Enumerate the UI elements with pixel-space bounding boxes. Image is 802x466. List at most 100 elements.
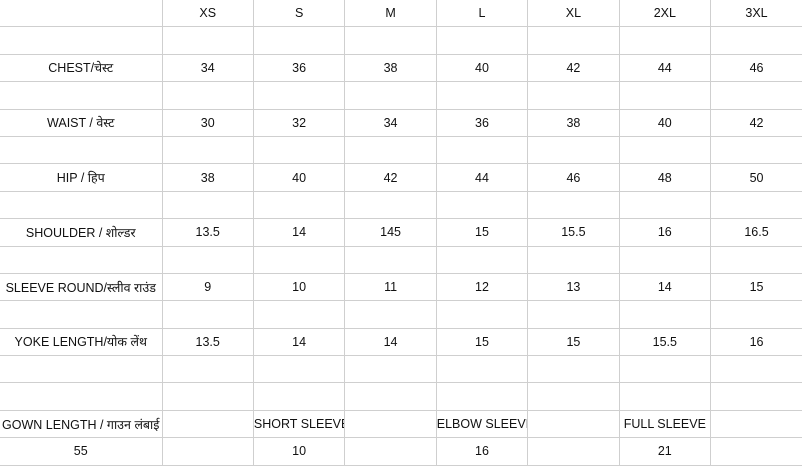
spacer-row xyxy=(0,26,802,55)
table-cell: 34 xyxy=(344,108,437,137)
table-cell: 9 xyxy=(161,272,254,302)
table-cell: ELBOW SLEEVE xyxy=(435,409,529,439)
table-cell xyxy=(161,81,254,110)
table-cell xyxy=(161,26,254,55)
table-cell: 10 xyxy=(252,272,346,302)
table-cell xyxy=(161,300,254,329)
table-cell: 42 xyxy=(710,108,802,137)
table-cell xyxy=(527,300,620,329)
table-cell xyxy=(618,81,712,110)
table-cell xyxy=(252,26,346,55)
table-cell xyxy=(618,135,712,165)
table-row: HIP / हिप 38 40 42 44 46 48 50 xyxy=(0,163,802,192)
table-cell: SHOULDER / शोल्डर xyxy=(0,218,163,247)
table-cell xyxy=(710,135,802,165)
table-cell: 145 xyxy=(344,218,437,247)
table-cell xyxy=(0,382,163,411)
table-cell xyxy=(161,382,254,411)
table-row: SLEEVE ROUND/स्लीव राउंड 9 10 11 12 13 14 15 xyxy=(0,272,802,302)
table-cell: 10 xyxy=(252,437,346,466)
table-cell xyxy=(252,135,346,165)
table-cell: 14 xyxy=(252,218,346,247)
table-cell: 15.5 xyxy=(527,218,620,247)
table-cell: 14 xyxy=(252,327,346,357)
spacer-row xyxy=(0,245,802,274)
table-cell xyxy=(710,437,802,466)
table-cell xyxy=(0,355,163,384)
table-cell xyxy=(161,135,254,165)
table-cell xyxy=(252,81,346,110)
table-cell: 40 xyxy=(252,163,346,192)
table-cell xyxy=(710,190,802,220)
table-cell xyxy=(344,355,437,384)
table-cell: 30 xyxy=(161,108,254,137)
table-cell: WAIST / वेस्ट xyxy=(0,108,163,137)
table-cell xyxy=(0,135,163,165)
table-cell xyxy=(252,382,346,411)
table-cell xyxy=(344,135,437,165)
table-cell xyxy=(435,300,529,329)
spacer-row xyxy=(0,300,802,329)
table-cell: YOKE LENGTH/योक लेंथ xyxy=(0,327,163,357)
table-cell xyxy=(710,409,802,439)
table-cell: 40 xyxy=(618,108,712,137)
table-cell xyxy=(435,26,529,55)
table-cell xyxy=(435,245,529,274)
table-row: SHOULDER / शोल्डर 13.5 14 145 15 15.5 16 16.5 xyxy=(0,218,802,247)
table-cell xyxy=(618,245,712,274)
table-cell: 15 xyxy=(710,272,802,302)
table-cell xyxy=(161,245,254,274)
table-cell: 42 xyxy=(344,163,437,192)
table-cell: FULL SLEEVE xyxy=(618,409,712,439)
table-row: WAIST / वेस्ट 30 32 34 36 38 40 42 xyxy=(0,108,802,137)
table-cell xyxy=(344,437,437,466)
table-row: YOKE LENGTH/योक लेंथ 13.5 14 14 15 15 15.5 16 xyxy=(0,327,802,357)
header-row: XS S M L XL 2XL 3XL xyxy=(0,0,802,28)
spacer-row xyxy=(0,355,802,384)
table-cell xyxy=(527,437,620,466)
table-cell: 42 xyxy=(527,53,620,83)
table-cell: 16.5 xyxy=(710,218,802,247)
table-cell: 16 xyxy=(618,218,712,247)
table-cell: 16 xyxy=(710,327,802,357)
table-cell: 11 xyxy=(344,272,437,302)
table-cell xyxy=(710,355,802,384)
table-cell: 46 xyxy=(710,53,802,83)
table-cell: 55 xyxy=(0,437,163,466)
table-cell: 38 xyxy=(161,163,254,192)
table-cell: SHORT SLEEVE xyxy=(252,409,346,439)
table-cell: 40 xyxy=(435,53,529,83)
table-cell xyxy=(161,409,254,439)
table-cell xyxy=(344,300,437,329)
table-cell xyxy=(0,245,163,274)
table-cell xyxy=(435,135,529,165)
table-cell xyxy=(527,81,620,110)
table-cell xyxy=(435,190,529,220)
table-cell xyxy=(161,437,254,466)
table-cell: 48 xyxy=(618,163,712,192)
table-cell xyxy=(344,81,437,110)
table-cell xyxy=(527,26,620,55)
table-cell xyxy=(252,300,346,329)
table-cell: 38 xyxy=(527,108,620,137)
table-cell xyxy=(435,382,529,411)
table-cell xyxy=(252,355,346,384)
table-cell: HIP / हिप xyxy=(0,163,163,192)
table-cell xyxy=(710,382,802,411)
table-cell: M xyxy=(344,0,437,28)
table-cell: 44 xyxy=(435,163,529,192)
table-cell xyxy=(435,81,529,110)
table-cell: 3XL xyxy=(710,0,802,28)
table-cell xyxy=(252,245,346,274)
table-cell: 34 xyxy=(161,53,254,83)
table-cell: GOWN LENGTH / गाउन लंबाई xyxy=(0,409,163,439)
table-cell: XS xyxy=(161,0,254,28)
table-cell: 44 xyxy=(618,53,712,83)
table-cell xyxy=(161,355,254,384)
table-cell: 21 xyxy=(618,437,712,466)
table-cell xyxy=(618,355,712,384)
table-cell xyxy=(435,355,529,384)
table-cell xyxy=(344,245,437,274)
table-cell xyxy=(344,26,437,55)
